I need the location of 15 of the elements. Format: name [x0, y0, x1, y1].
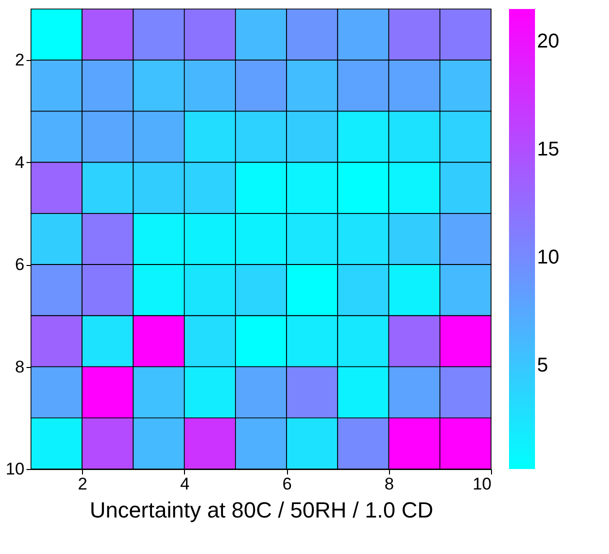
x-tick-label: 6	[282, 474, 292, 494]
x-axis-title: Uncertainty at 80C / 50RH / 1.0 CD	[90, 498, 434, 522]
y-tick-label: 10	[6, 460, 24, 478]
color-bar-label: 20	[537, 30, 560, 52]
color-bar-label: 5	[537, 354, 548, 376]
y-tick-label: 6	[15, 255, 24, 274]
y-tick-label: 4	[15, 152, 24, 172]
x-tick-label: 8	[384, 474, 394, 494]
color-bar-label: 10	[537, 246, 560, 268]
x-tick-label: 4	[180, 474, 190, 494]
y-tick-label: 2	[15, 50, 24, 70]
x-tick-label: 2	[78, 474, 88, 494]
y-tick-label: 8	[15, 357, 24, 376]
color-bar-label: 15	[537, 138, 560, 160]
x-tick-label: 10	[472, 474, 492, 494]
